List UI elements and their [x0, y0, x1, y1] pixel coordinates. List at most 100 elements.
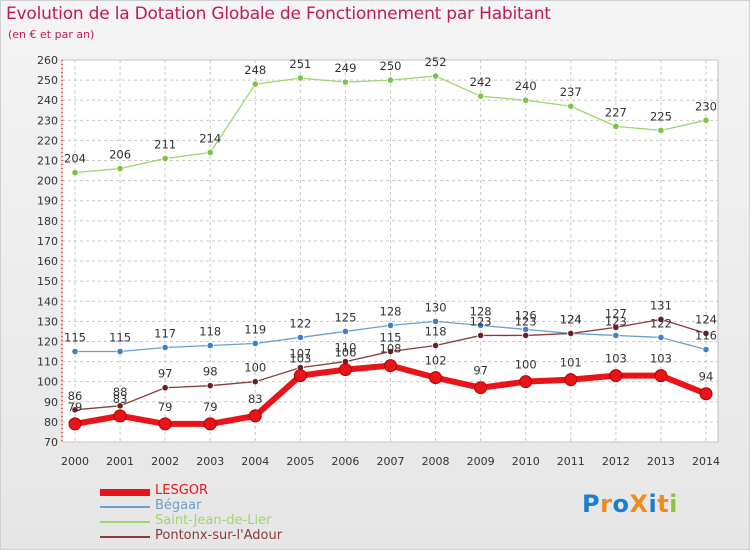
y-tick-label: 260	[37, 54, 58, 67]
data-point	[477, 331, 485, 340]
logo-letter: t	[657, 490, 670, 518]
chart-subtitle: (en € et par an)	[8, 28, 95, 41]
legend-item: LESGOR	[100, 483, 360, 500]
x-tick-label: 2003	[196, 455, 224, 468]
data-point	[71, 168, 79, 177]
data-point	[522, 331, 530, 340]
y-tick-label: 140	[37, 295, 58, 308]
data-point	[386, 347, 395, 356]
data-point	[251, 80, 259, 88]
chart-title: Evolution de la Dotation Globale de Fonc…	[6, 4, 551, 24]
data-point	[116, 347, 124, 356]
data-label: 252	[425, 55, 447, 69]
data-label: 118	[425, 324, 447, 338]
data-label: 115	[380, 331, 402, 345]
x-tick-label: 2013	[647, 455, 675, 468]
data-point	[612, 122, 620, 130]
data-label: 100	[515, 358, 537, 372]
logo-letter: X	[629, 490, 649, 518]
proxiti-logo: ProXiti	[582, 490, 678, 518]
data-label: 110	[334, 341, 356, 355]
data-point	[657, 315, 665, 323]
legend-label: Pontonx-sur-l'Adour	[155, 528, 283, 543]
data-point	[702, 345, 710, 354]
data-point	[113, 409, 127, 423]
data-point	[477, 321, 485, 329]
data-point	[248, 409, 262, 423]
data-label: 94	[699, 370, 714, 384]
data-label: 206	[109, 148, 131, 162]
data-point	[116, 164, 124, 173]
x-tick-label: 2000	[61, 455, 89, 468]
data-label: 225	[650, 109, 672, 123]
data-point	[116, 402, 124, 410]
data-point	[206, 148, 214, 157]
data-label: 103	[289, 352, 311, 366]
data-label: 83	[113, 392, 128, 406]
y-tick-label: 150	[37, 275, 58, 288]
logo-letter: i	[669, 490, 678, 518]
data-label: 131	[650, 298, 672, 312]
data-label: 115	[109, 331, 131, 345]
legend-item: Pontonx-sur-l'Adour	[100, 528, 360, 545]
data-label: 101	[560, 356, 582, 370]
x-tick-label: 2006	[331, 455, 359, 468]
data-label: 124	[695, 312, 717, 326]
data-label: 79	[203, 400, 218, 414]
y-tick-label: 190	[37, 195, 58, 208]
data-label: 242	[470, 75, 492, 89]
y-tick-label: 220	[37, 134, 58, 147]
data-label: 122	[650, 316, 672, 330]
data-label: 106	[334, 346, 356, 360]
legend-label: Saint-Jean-de-Lier	[155, 513, 272, 528]
data-label: 108	[380, 342, 402, 356]
y-tick-label: 210	[37, 155, 58, 168]
data-label: 103	[605, 352, 627, 366]
y-tick-label: 110	[37, 356, 58, 369]
data-point	[341, 78, 350, 86]
x-tick-label: 2002	[151, 455, 179, 468]
y-tick-label: 70	[44, 436, 58, 449]
data-label: 100	[244, 361, 266, 375]
data-point	[71, 406, 79, 414]
data-label: 204	[64, 152, 86, 166]
data-label: 248	[244, 63, 266, 77]
data-point	[522, 96, 530, 104]
data-label: 214	[199, 131, 221, 145]
data-label: 250	[380, 59, 402, 73]
logo-letter: i	[648, 490, 658, 518]
y-tick-label: 80	[44, 416, 58, 429]
y-tick-label: 120	[37, 335, 58, 348]
data-point	[384, 359, 397, 373]
logo-letter: P	[582, 490, 601, 518]
data-label: 115	[64, 331, 86, 345]
data-label: 128	[380, 304, 402, 318]
data-point	[564, 373, 578, 387]
data-label: 79	[158, 400, 173, 414]
data-point	[206, 341, 214, 350]
data-point	[68, 417, 82, 431]
data-point	[71, 347, 79, 356]
data-label: 102	[425, 354, 447, 368]
data-label: 107	[289, 347, 311, 361]
legend-item: Bégaar	[100, 498, 360, 515]
data-point	[654, 369, 668, 383]
x-tick-label: 2007	[377, 455, 405, 468]
data-point	[567, 102, 575, 110]
data-point	[161, 384, 169, 392]
y-tick-label: 100	[37, 376, 58, 389]
data-label: 88	[113, 385, 128, 399]
x-tick-label: 2004	[241, 455, 269, 468]
x-tick-label: 2001	[106, 455, 134, 468]
data-point	[251, 378, 259, 386]
data-point	[657, 126, 665, 134]
data-label: 240	[515, 79, 537, 93]
y-tick-label: 250	[37, 74, 58, 87]
y-tick-label: 90	[44, 396, 58, 409]
data-point	[609, 369, 623, 383]
y-tick-label: 160	[37, 255, 58, 268]
legend-item: Saint-Jean-de-Lier	[100, 513, 360, 530]
logo-letter: r	[600, 490, 613, 518]
data-point	[477, 92, 485, 100]
data-label: 117	[154, 327, 176, 341]
